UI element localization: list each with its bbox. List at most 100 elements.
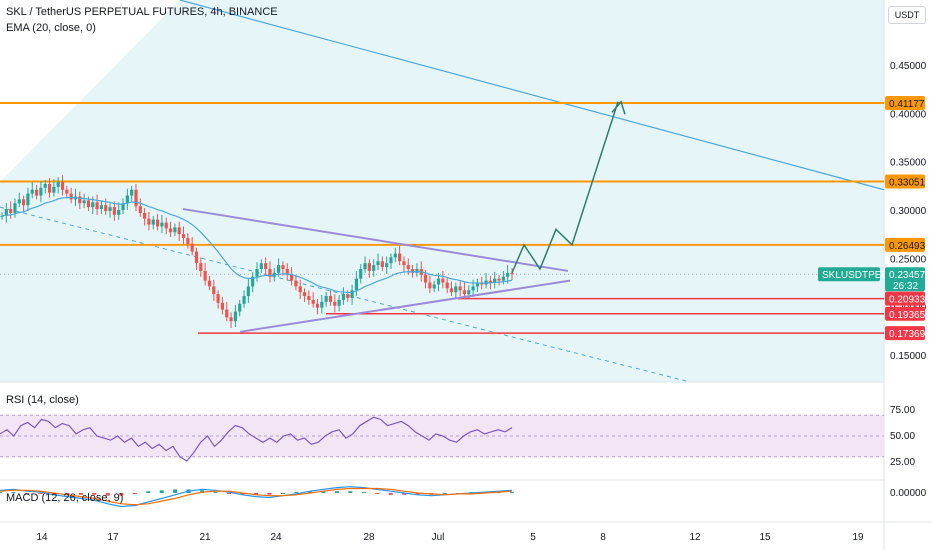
candle-body — [423, 274, 428, 283]
macd-histogram-bar — [119, 493, 124, 496]
candle-body — [194, 251, 199, 264]
candle-body — [324, 296, 328, 302]
price-axis[interactable]: 0.450000.400000.350000.300000.250000.200… — [818, 61, 927, 499]
candle-body — [229, 317, 233, 322]
candle-body — [449, 288, 454, 293]
macd-histogram-bar — [11, 492, 16, 494]
time-tick-label: 24 — [270, 532, 282, 543]
rsi-tick-label: 75.00 — [890, 405, 915, 416]
macd-histogram-bar — [415, 493, 420, 495]
macd-histogram-bar — [213, 492, 218, 494]
candle-body — [402, 261, 406, 266]
price-pane — [0, 0, 885, 383]
candle-body — [354, 278, 359, 291]
macd-histogram-bar — [510, 492, 514, 494]
candle-body — [220, 302, 225, 310]
candle-body — [138, 206, 142, 213]
candle-body — [315, 303, 320, 308]
macd-histogram-bar — [402, 493, 407, 495]
candle-body — [501, 276, 505, 281]
ema-line — [1, 196, 513, 294]
candle-body — [294, 280, 298, 287]
candle-body — [458, 286, 462, 291]
candle-body — [125, 195, 129, 204]
candle-body — [190, 243, 194, 252]
candle-body — [65, 189, 69, 194]
candle-body — [17, 199, 21, 204]
candle-body — [13, 203, 17, 213]
price-tick-label: 0.15000 — [890, 351, 927, 362]
candle-body — [60, 182, 65, 190]
time-axis[interactable]: 14 17 21 24 28 Jul 5 8 12 15 19 — [36, 532, 864, 543]
macd-histogram-bar — [307, 491, 312, 493]
candle-body — [173, 227, 177, 233]
rsi-tick-label: 25.00 — [890, 457, 915, 468]
macd-tick-label: 0.00000 — [890, 488, 927, 499]
candle-body — [233, 311, 237, 322]
time-tick-label: 17 — [107, 532, 119, 543]
candle-body — [471, 286, 475, 291]
candle-body — [130, 189, 134, 196]
candle-body — [78, 196, 82, 204]
candle-body — [207, 280, 212, 287]
candle-body — [186, 238, 190, 244]
macd-histogram-bar — [38, 493, 43, 494]
candle-body — [164, 222, 168, 229]
candle-body — [488, 280, 492, 283]
time-tick-label: 15 — [759, 532, 771, 543]
rsi-line — [0, 416, 513, 462]
current-price-tag-bg — [885, 267, 925, 292]
candle-body — [69, 193, 73, 200]
candle-body — [398, 253, 402, 262]
candle-body — [302, 292, 307, 297]
macd-histogram-bar — [334, 491, 339, 493]
macd-histogram-bar — [361, 492, 366, 494]
orange-level-label-bg — [885, 174, 925, 189]
candle-body — [0, 215, 4, 217]
orange-level-label: 0.26493 — [889, 241, 926, 252]
candle-body — [251, 276, 255, 287]
candle-body — [47, 183, 52, 193]
price-tick-label: 0.45000 — [890, 61, 927, 72]
orange-level-label: 0.33051 — [889, 178, 926, 189]
macd-histogram-bar — [24, 493, 29, 494]
red-level-label: 0.17369 — [889, 329, 926, 340]
candle-body — [281, 265, 285, 269]
candle-body — [121, 203, 125, 211]
macd-histogram-bar — [267, 493, 272, 495]
symbol-tag: SKLUSDTPERP — [822, 270, 896, 281]
candle-body — [104, 205, 108, 211]
candle-body — [497, 278, 501, 281]
orange-level-label: 0.41177 — [889, 99, 925, 110]
candle-body — [341, 294, 346, 300]
candle-body — [177, 227, 181, 235]
candle-body — [454, 286, 458, 293]
macd-histogram-bar — [51, 493, 56, 495]
candle-body — [359, 269, 363, 279]
macd-histogram-bar — [146, 491, 151, 493]
candle-body — [311, 299, 315, 304]
price-tick-label: 0.35000 — [890, 158, 927, 169]
macd-histogram-bar — [375, 493, 380, 494]
candle-body — [34, 189, 39, 196]
candle-body — [151, 219, 155, 225]
candle-body — [108, 207, 112, 211]
macd-histogram-bar — [227, 493, 232, 494]
macd-histogram-bar — [159, 490, 164, 493]
candle-body — [225, 309, 229, 318]
candle-body — [43, 183, 47, 188]
candle-body — [39, 187, 43, 196]
projection-path — [511, 101, 619, 274]
macd-histogram-bar — [254, 493, 258, 495]
triangle-lower-line — [239, 279, 571, 333]
time-tick-label: 14 — [36, 532, 48, 543]
red-level-label: 0.20933 — [889, 295, 926, 306]
red-level-label: 0.19365 — [889, 310, 926, 321]
price-tick-label: 0.25000 — [890, 254, 927, 265]
candle-body — [82, 200, 86, 204]
candle-body — [199, 263, 203, 271]
candle-body — [99, 205, 104, 210]
macd-histogram-bar — [442, 493, 447, 494]
currency-button[interactable]: USDT — [888, 6, 926, 24]
